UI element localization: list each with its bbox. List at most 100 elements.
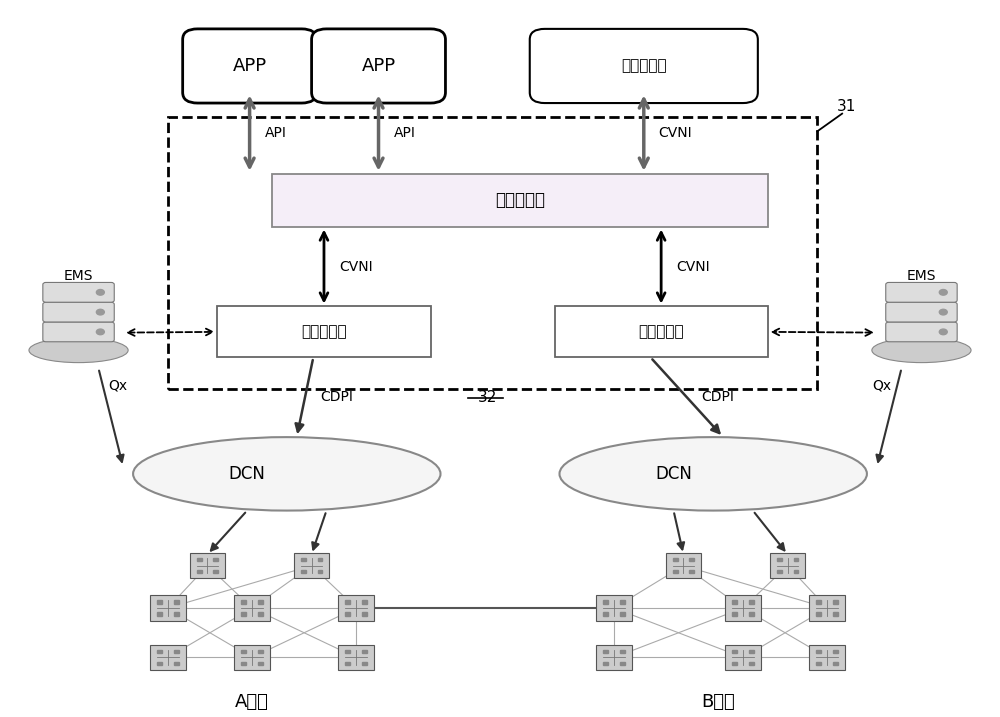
Bar xyxy=(603,662,608,665)
Bar xyxy=(620,612,625,616)
Text: Qx: Qx xyxy=(872,379,891,393)
Text: 31: 31 xyxy=(837,99,857,113)
Bar xyxy=(732,662,737,665)
FancyBboxPatch shape xyxy=(312,29,445,103)
Text: API: API xyxy=(393,126,415,140)
Bar xyxy=(816,612,821,616)
FancyBboxPatch shape xyxy=(886,322,957,342)
Bar xyxy=(362,612,367,616)
Bar xyxy=(620,650,625,653)
Bar xyxy=(777,558,782,561)
Bar xyxy=(197,558,202,561)
Bar xyxy=(833,662,838,665)
Bar xyxy=(258,612,263,616)
FancyBboxPatch shape xyxy=(770,553,805,579)
Text: DCN: DCN xyxy=(655,465,692,483)
Bar xyxy=(620,600,625,604)
Bar xyxy=(157,612,162,616)
FancyBboxPatch shape xyxy=(190,553,225,579)
Bar xyxy=(732,650,737,653)
Text: EMS: EMS xyxy=(64,269,93,283)
Bar xyxy=(816,650,821,653)
FancyBboxPatch shape xyxy=(234,645,270,670)
Bar xyxy=(833,600,838,604)
Bar xyxy=(673,558,678,561)
FancyBboxPatch shape xyxy=(43,322,114,342)
Bar xyxy=(258,600,263,604)
FancyBboxPatch shape xyxy=(234,595,270,621)
FancyBboxPatch shape xyxy=(294,553,329,579)
Text: Qx: Qx xyxy=(109,379,128,393)
Circle shape xyxy=(939,329,947,335)
Text: 多域控制器: 多域控制器 xyxy=(495,191,545,209)
Text: CVNI: CVNI xyxy=(659,126,692,140)
FancyBboxPatch shape xyxy=(338,645,374,670)
Bar xyxy=(345,650,350,653)
Ellipse shape xyxy=(872,338,971,363)
Bar xyxy=(345,600,350,604)
Bar xyxy=(197,570,202,574)
Ellipse shape xyxy=(133,437,440,511)
Bar xyxy=(620,662,625,665)
Bar xyxy=(749,662,754,665)
Bar xyxy=(689,570,694,574)
Bar xyxy=(345,662,350,665)
Circle shape xyxy=(96,329,104,335)
Bar xyxy=(174,612,179,616)
Bar xyxy=(217,306,431,357)
FancyBboxPatch shape xyxy=(809,645,845,670)
Bar xyxy=(732,612,737,616)
Bar xyxy=(301,558,306,561)
FancyBboxPatch shape xyxy=(150,595,186,621)
FancyBboxPatch shape xyxy=(43,303,114,322)
Bar xyxy=(794,558,798,561)
Bar xyxy=(301,570,306,574)
Bar xyxy=(272,174,768,227)
Text: A子网: A子网 xyxy=(235,693,269,711)
FancyBboxPatch shape xyxy=(886,282,957,303)
Text: APP: APP xyxy=(361,57,396,75)
Bar xyxy=(732,600,737,604)
FancyBboxPatch shape xyxy=(596,595,632,621)
Text: B子网: B子网 xyxy=(701,693,735,711)
FancyBboxPatch shape xyxy=(809,595,845,621)
Text: CVNI: CVNI xyxy=(339,260,372,274)
Bar xyxy=(157,650,162,653)
Circle shape xyxy=(96,290,104,295)
Bar xyxy=(168,117,817,389)
Bar xyxy=(157,600,162,604)
FancyBboxPatch shape xyxy=(338,595,374,621)
Bar xyxy=(673,570,678,574)
FancyBboxPatch shape xyxy=(530,29,758,103)
FancyBboxPatch shape xyxy=(150,645,186,670)
Bar xyxy=(794,570,798,574)
Bar xyxy=(749,650,754,653)
Text: DCN: DCN xyxy=(229,465,266,483)
Bar xyxy=(603,650,608,653)
Text: 单域控制器: 单域控制器 xyxy=(638,324,684,339)
Bar xyxy=(816,600,821,604)
FancyBboxPatch shape xyxy=(886,303,957,322)
Circle shape xyxy=(96,309,104,315)
Bar xyxy=(213,570,218,574)
Text: EMS: EMS xyxy=(907,269,936,283)
Bar xyxy=(362,600,367,604)
FancyBboxPatch shape xyxy=(596,645,632,670)
FancyBboxPatch shape xyxy=(666,553,701,579)
Text: 32: 32 xyxy=(478,390,498,405)
Circle shape xyxy=(939,290,947,295)
Bar xyxy=(345,612,350,616)
Bar xyxy=(833,612,838,616)
Text: 客户控制器: 客户控制器 xyxy=(621,59,667,73)
Text: CDPI: CDPI xyxy=(320,390,353,404)
FancyBboxPatch shape xyxy=(725,595,761,621)
Bar xyxy=(318,570,322,574)
Bar xyxy=(241,612,246,616)
Bar xyxy=(749,612,754,616)
Text: APP: APP xyxy=(233,57,267,75)
Bar xyxy=(318,558,322,561)
Bar xyxy=(749,600,754,604)
Circle shape xyxy=(939,309,947,315)
Bar xyxy=(241,650,246,653)
Bar xyxy=(241,662,246,665)
